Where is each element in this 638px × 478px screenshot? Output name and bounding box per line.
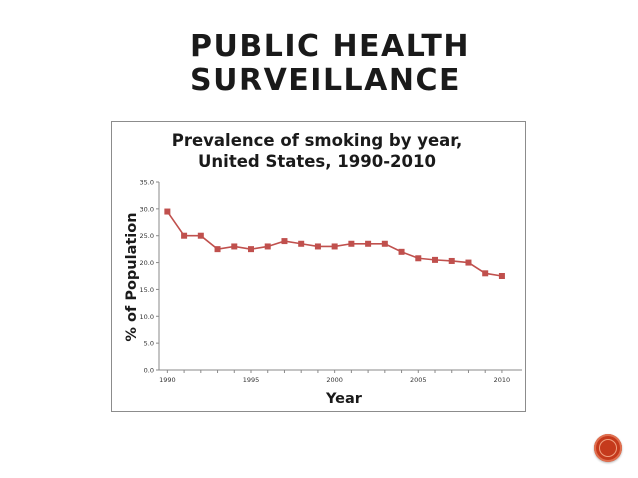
data-point-2006 [432,256,439,263]
data-point-1998 [298,240,305,247]
y-tick-label: 30.0 [140,205,154,213]
x-tick-label: 2000 [326,376,343,384]
data-point-2003 [381,240,388,247]
slide-title-line-2: Surveillance [190,63,462,98]
data-point-2007 [448,257,455,264]
data-point-1997 [281,238,288,245]
data-point-2008 [465,259,472,266]
x-tick-label: 2010 [494,376,511,384]
x-tick-label: 1990 [159,376,176,384]
x-tick-label: 1995 [243,376,260,384]
chart-axes: 0.0 5.0 10.0 15.0 20.0 25.0 30.0 35.0 1990 1995 20… [140,179,522,384]
chart-series [164,208,505,279]
y-tick-label: 0.0 [144,367,154,375]
chart-frame: Prevalence of smoking by year, United St… [111,121,526,412]
data-point-2009 [482,270,489,277]
y-tick-label: 5.0 [144,340,154,348]
y-axis-label: % of Population [124,212,140,341]
data-point-1991 [181,232,188,239]
slide-badge-icon [594,434,622,462]
data-point-1999 [314,243,321,250]
line-chart: Prevalence of smoking by year, United St… [124,131,522,407]
x-tick-label: 2005 [410,376,427,384]
data-point-2010 [498,273,505,279]
data-point-2001 [348,240,355,247]
data-point-1994 [231,243,238,250]
data-point-1995 [248,246,255,253]
y-tick-label: 10.0 [140,313,154,321]
chart-title-line-2: United States, 1990-2010 [198,152,436,171]
data-point-1990 [164,208,171,215]
slide-title: Public Health Surveillance [190,30,490,98]
y-tick-label: 35.0 [140,179,154,187]
y-tick-label: 25.0 [140,232,154,240]
y-tick-label: 15.0 [140,286,154,294]
chart-title-line-1: Prevalence of smoking by year, [172,131,463,150]
y-tick-label: 20.0 [140,259,154,267]
slide-title-line-1: Public Health [190,29,470,64]
data-point-2002 [365,240,372,247]
data-point-1993 [214,246,221,253]
data-point-1996 [264,243,271,250]
data-point-2000 [331,243,338,250]
x-axis-label: Year [325,391,363,407]
data-point-2005 [415,255,422,262]
data-point-2004 [398,248,405,255]
data-point-1992 [197,232,204,239]
